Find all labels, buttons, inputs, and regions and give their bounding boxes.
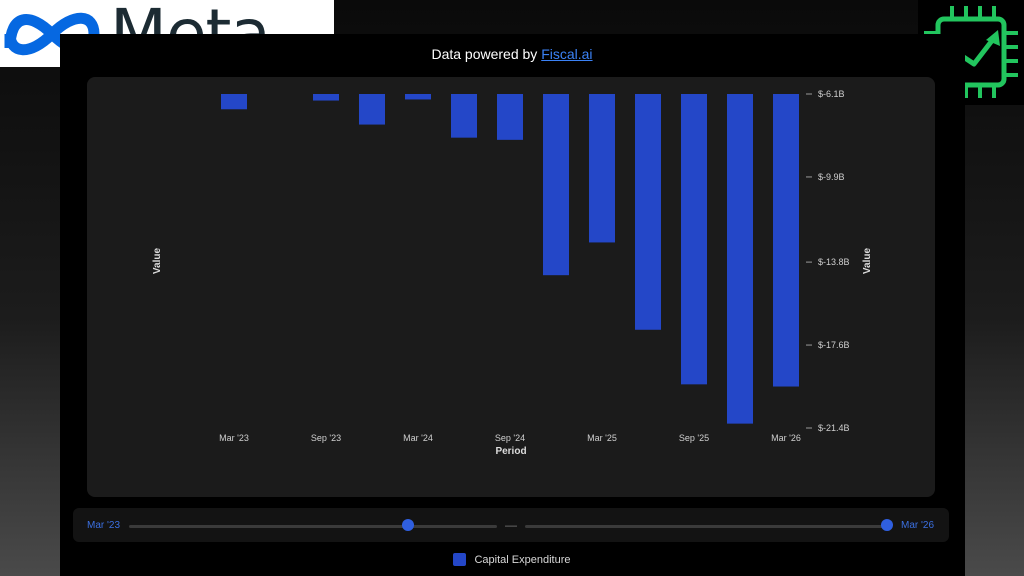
range-end-handle[interactable] (881, 519, 893, 531)
bar-dec-25[interactable] (727, 94, 753, 424)
y-axis-title-right: Value (862, 248, 873, 275)
x-tick-label: Mar '24 (403, 433, 433, 443)
y-tick-label: $-17.6B (818, 340, 850, 350)
bar-sep-24[interactable] (497, 94, 523, 140)
bar-mar-23[interactable] (221, 94, 247, 110)
y-tick-label: $-6.1B (818, 89, 845, 99)
y-tick-label: $-21.4B (818, 423, 850, 433)
bar-sep-25[interactable] (681, 94, 707, 385)
x-tick-label: Sep '25 (679, 433, 709, 443)
legend-label-capex[interactable]: Capital Expenditure (474, 553, 571, 566)
bar-mar-26[interactable] (773, 94, 799, 387)
range-track-right[interactable] (525, 525, 887, 528)
meta-infinity-logo-icon (4, 12, 100, 55)
bar-mar-24[interactable] (405, 94, 431, 100)
data-powered-by: Data powered by Fiscal.ai (0, 46, 1024, 62)
range-slider: Mar '23 — Mar '26 (73, 508, 949, 542)
x-tick-label: Sep '23 (311, 433, 341, 443)
range-separator: — (505, 518, 517, 532)
fiscal-ai-link[interactable]: Fiscal.ai (541, 46, 593, 62)
range-track-left[interactable] (129, 525, 497, 528)
x-tick-label: Mar '23 (219, 433, 249, 443)
x-axis-title: Period (495, 446, 526, 457)
range-start-handle[interactable] (402, 519, 414, 531)
bar-jun-24[interactable] (451, 94, 477, 138)
bar-jun-25[interactable] (635, 94, 661, 330)
chart-legend: Capital Expenditure (0, 553, 1024, 566)
bar-dec-24[interactable] (543, 94, 569, 276)
range-start-label: Mar '23 (87, 520, 121, 531)
range-end-label: Mar '26 (901, 520, 935, 531)
bar-sep-23[interactable] (313, 94, 339, 101)
y-tick-label: $-13.8B (818, 257, 850, 267)
bar-mar-25[interactable] (589, 94, 615, 243)
x-tick-label: Mar '25 (587, 433, 617, 443)
y-tick-label: $-9.9B (818, 172, 845, 182)
x-tick-label: Mar '26 (771, 433, 801, 443)
y-axis-title-left: Value (152, 248, 163, 275)
x-tick-label: Sep '24 (495, 433, 525, 443)
legend-swatch-capex[interactable] (453, 553, 467, 566)
bar-dec-23[interactable] (359, 94, 385, 125)
powered-prefix: Data powered by (431, 46, 542, 62)
